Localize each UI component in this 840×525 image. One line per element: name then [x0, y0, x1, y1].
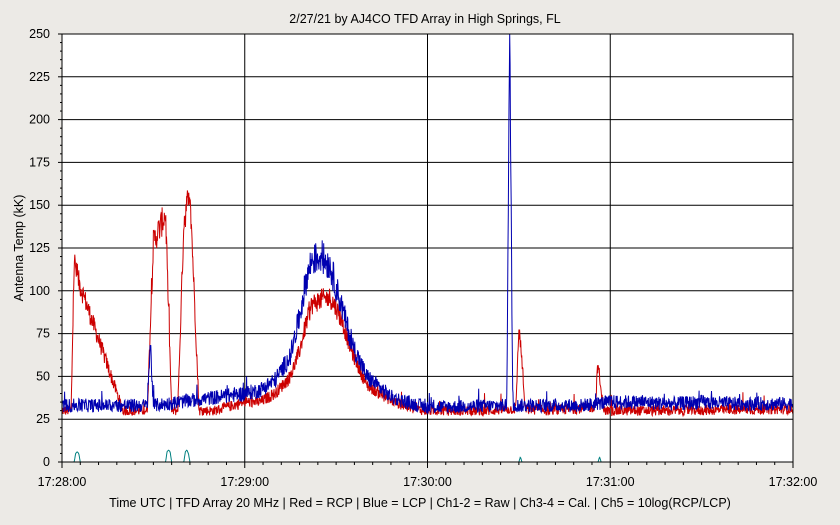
y-axis-label: Antenna Temp (kK)	[12, 195, 26, 302]
y-tick-label: 25	[36, 412, 50, 426]
y-tick-label: 125	[29, 241, 50, 255]
x-tick-label: 17:30:00	[403, 475, 452, 489]
y-tick-label: 0	[43, 455, 50, 469]
y-tick-labels: 0 25 50 75 100 125 150 175 200 225 250	[29, 27, 50, 469]
chart-title: 2/27/21 by AJ4CO TFD Array in High Sprin…	[289, 12, 560, 26]
axes	[58, 33, 794, 468]
y-tick-label: 250	[29, 27, 50, 41]
series-line-lcp	[61, 33, 794, 415]
x-tick-label: 17:31:00	[586, 475, 635, 489]
x-axis-label: Time UTC | TFD Array 20 MHz | Red = RCP …	[109, 496, 731, 510]
x-tick-label: 17:29:00	[220, 475, 269, 489]
y-tick-label: 200	[29, 113, 50, 127]
y-tick-label: 150	[29, 198, 50, 212]
x-tick-labels: 17:28:00 17:29:00 17:30:00 17:31:00 17:32:00	[38, 475, 818, 489]
y-tick-label: 175	[29, 155, 50, 169]
y-tick-label: 50	[36, 369, 50, 383]
y-tick-label: 100	[29, 284, 50, 298]
x-tick-label: 17:28:00	[38, 475, 87, 489]
x-tick-label: 17:32:00	[769, 475, 818, 489]
y-tick-label: 75	[36, 327, 50, 341]
y-tick-label: 225	[29, 70, 50, 84]
